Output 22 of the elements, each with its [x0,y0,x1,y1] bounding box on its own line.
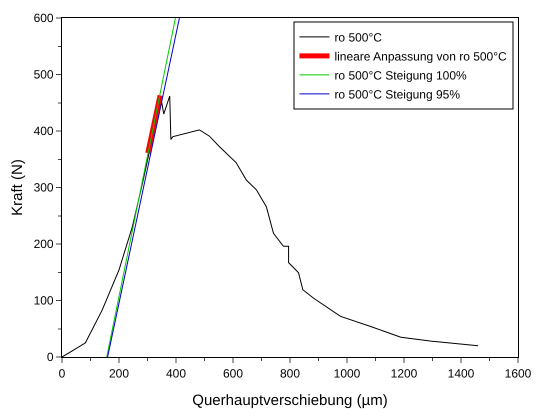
x-tick-label: 800 [280,366,300,380]
x-tick-label: 1200 [390,366,418,380]
y-tick-label: 300 [34,180,54,195]
y-tick-label: 100 [34,294,54,308]
y-axis-title: Kraft (N) [9,159,26,216]
y-tick-label: 600 [34,11,54,26]
legend-label: ro 500°C [334,30,382,45]
y-tick-label: 200 [34,237,54,252]
x-tick-label: 200 [108,366,130,380]
x-tick-label: 1400 [448,366,475,380]
y-tick-label: 400 [34,124,54,138]
x-tick-label: 600 [222,366,244,380]
x-tick-label: 1600 [504,366,532,380]
x-tick-label: 0 [58,366,66,380]
legend-label: ro 500°C Steigung 95% [334,88,460,102]
x-axis-title: Querhauptverschiebung (µm) [192,392,388,409]
y-tick-label: 0 [46,350,54,364]
y-tick-label: 500 [34,68,54,82]
x-tick-label: 400 [166,366,186,380]
legend-label: lineare Anpassung von ro 500°C [334,50,508,64]
legend-label: ro 500°C Steigung 100% [334,68,467,83]
x-tick-label: 1000 [334,366,361,380]
